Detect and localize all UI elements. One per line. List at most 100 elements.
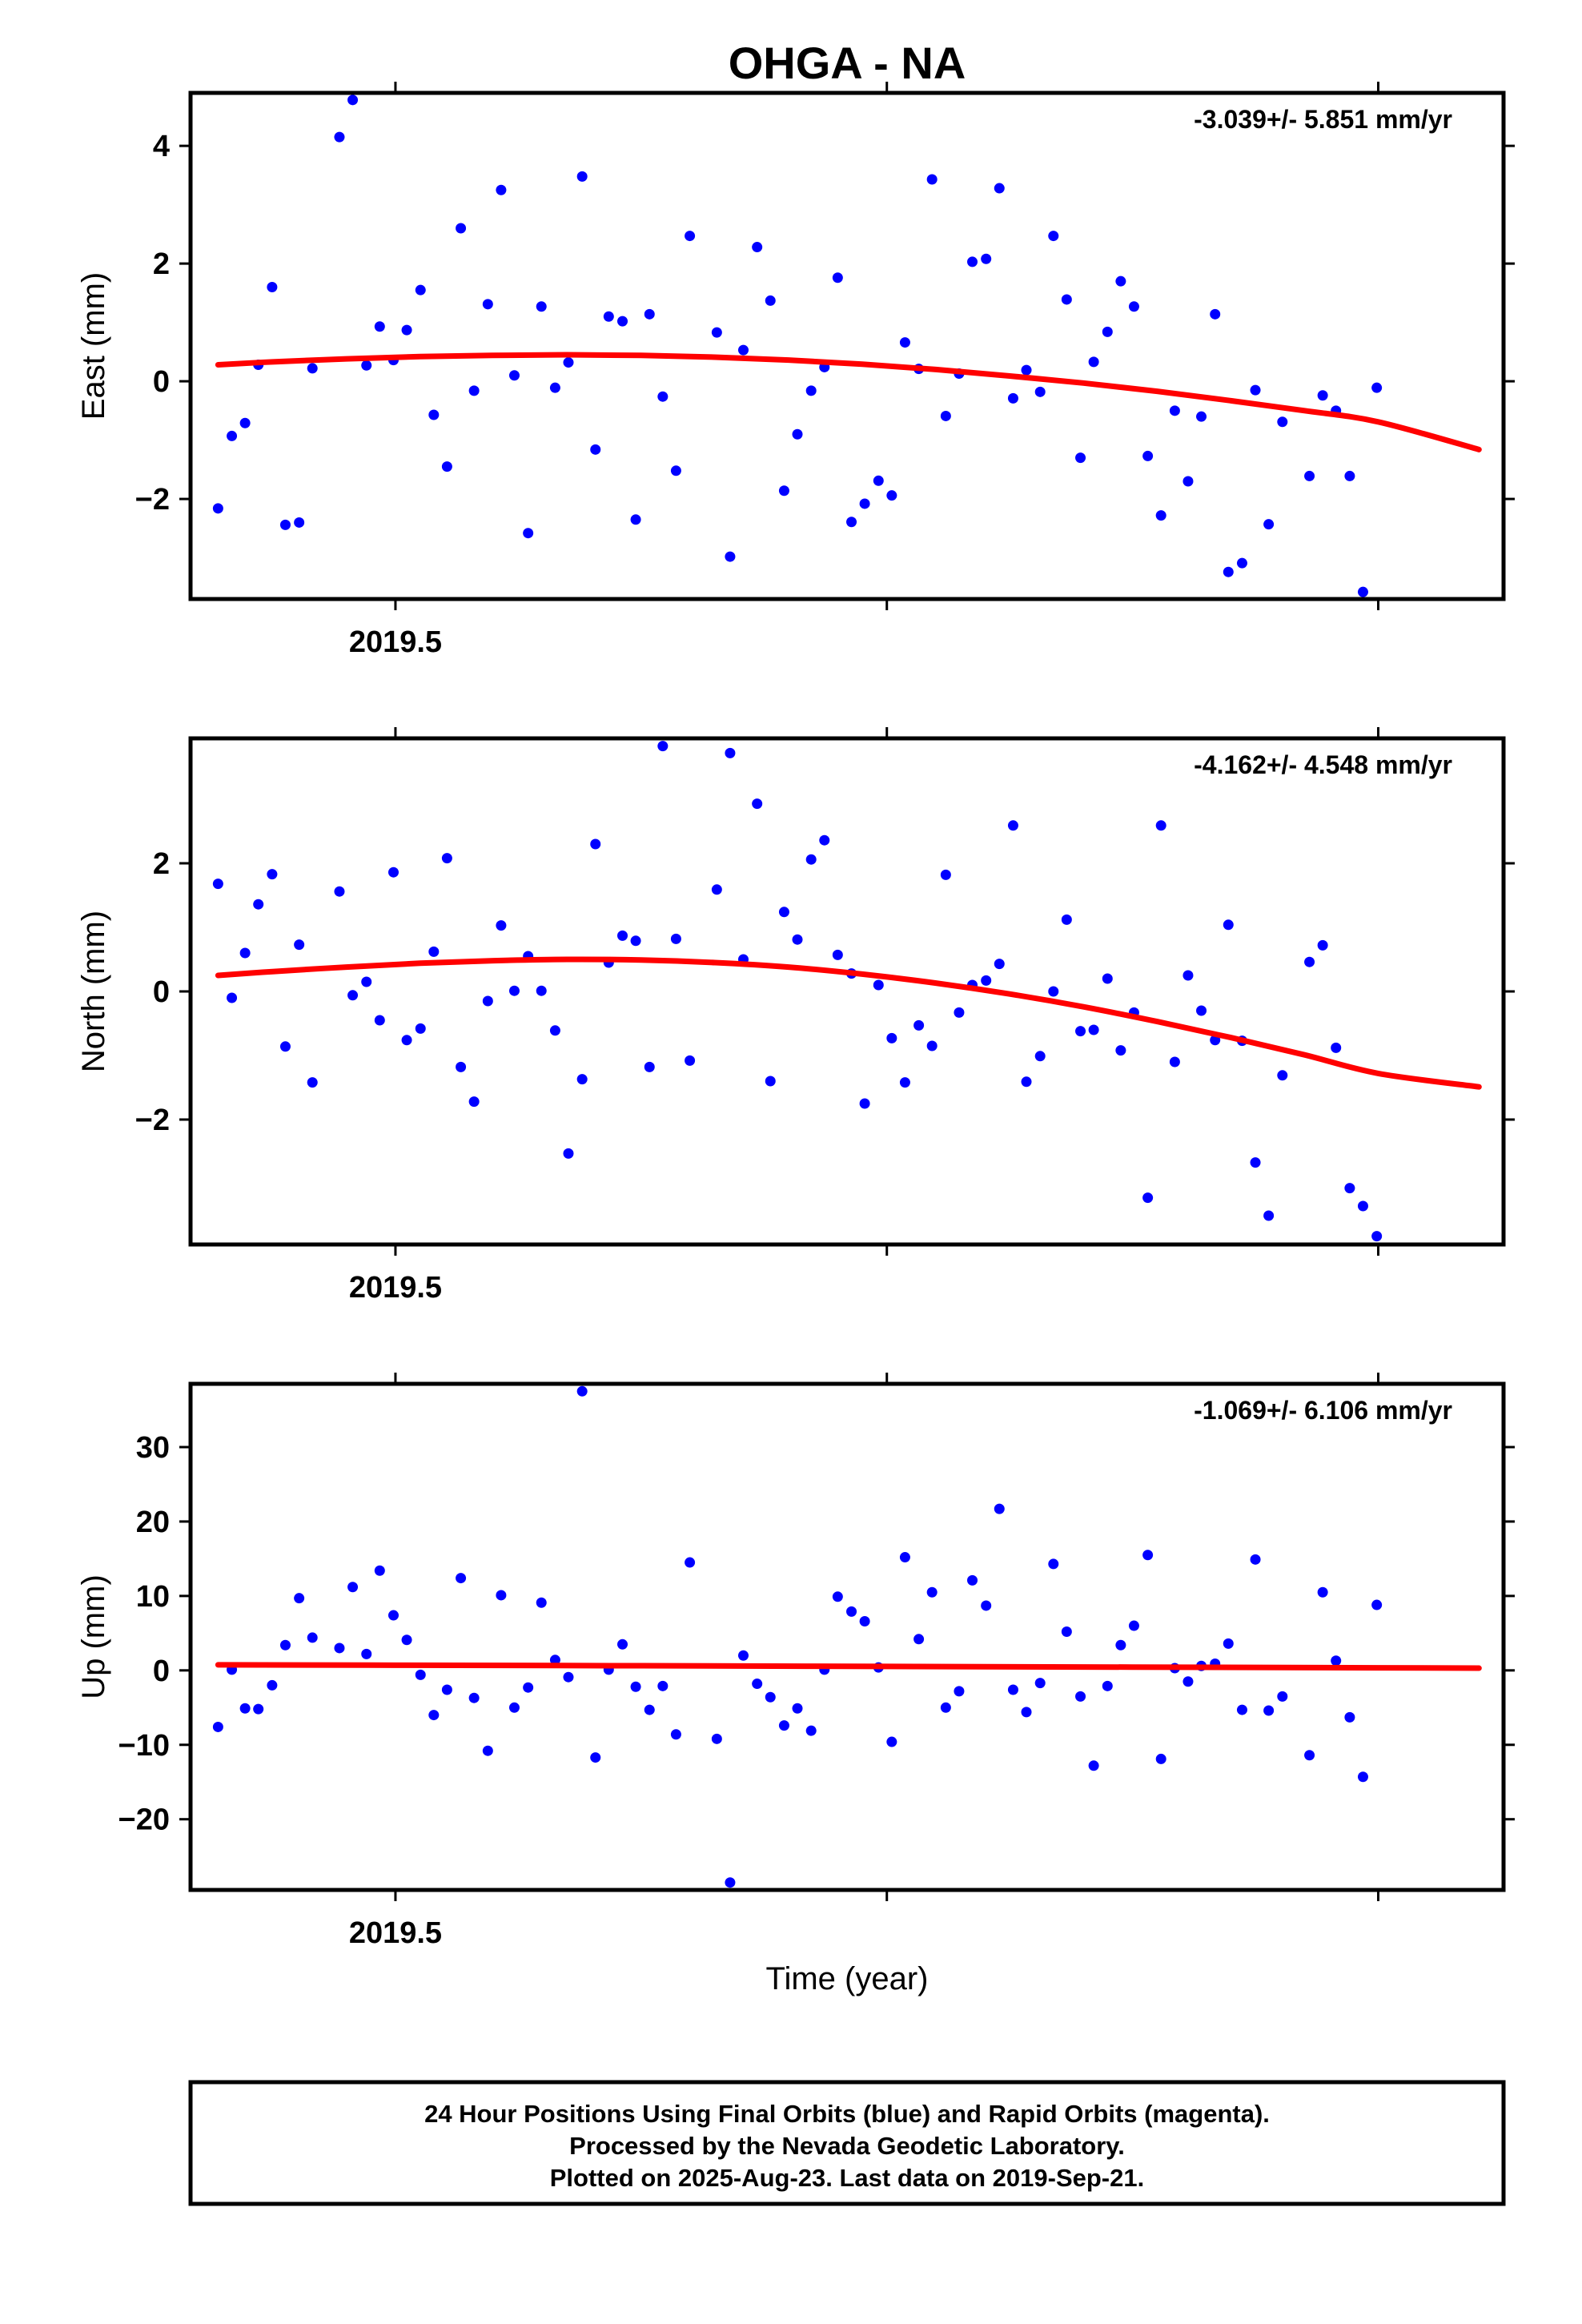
north-data-point [441,853,452,864]
east-data-point [765,295,776,306]
up-data-point [657,1680,669,1691]
east-data-point [347,94,359,106]
east-data-point [1317,390,1328,401]
up-data-point [239,1703,251,1714]
east-data-point [482,299,493,310]
east-data-point [1182,476,1194,487]
up-data-point [212,1721,223,1732]
north-data-point [401,1035,412,1046]
up-data-point [374,1565,385,1576]
east-xtick-label: 2019.5 [349,625,442,659]
north-data-point [563,1148,574,1159]
north-data-point [227,992,238,1003]
up-rate-label: -1.069+/- 6.106 mm/yr [1194,1396,1452,1425]
north-data-point [765,1076,776,1087]
x-axis-label: Time (year) [766,1961,929,1996]
chart-title: OHGA - NA [729,38,966,88]
up-data-point [1236,1704,1247,1715]
north-data-point [1277,1070,1288,1081]
north-data-point [805,854,817,865]
up-data-point [805,1725,817,1736]
east-data-point [846,517,857,528]
up-data-point [468,1692,480,1703]
east-data-point [590,444,601,455]
up-data-point [482,1745,493,1756]
up-data-point [1250,1554,1261,1565]
east-data-point [1115,275,1126,287]
east-data-point [1007,392,1018,404]
up-data-point [1142,1550,1154,1561]
east-ytick-label: −2 [135,483,170,517]
up-data-point [1277,1691,1288,1702]
north-data-point [1223,919,1234,931]
north-fit-curve [215,956,1482,1090]
up-data-point [886,1736,897,1747]
up-data-point [711,1733,722,1744]
east-panel: −2 0 2 4 2019.5 East (mm) -3.039+/- 5.851 mm/y… [76,82,1515,659]
north-data-point [212,879,223,890]
east-data-layer [212,94,1482,597]
north-data-point [549,1025,560,1036]
north-data-point [415,1023,426,1034]
east-data-point [711,327,722,338]
up-data-point [737,1650,749,1661]
east-data-point [239,417,251,428]
north-data-point [886,1032,897,1043]
up-data-point [685,1557,696,1568]
north-data-point [711,884,722,895]
north-data-point [1048,986,1059,997]
east-data-point [792,428,803,440]
up-data-point [1075,1691,1086,1702]
north-data-point [576,1074,588,1085]
east-data-point [441,461,452,472]
north-data-point [1182,970,1194,981]
east-data-point [981,253,992,264]
east-data-point [1142,450,1154,461]
up-data-point [778,1720,789,1731]
north-data-point [496,920,507,931]
north-data-point [428,946,440,957]
north-data-point [361,976,372,987]
north-data-point [940,869,951,880]
up-data-layer [212,1385,1482,1888]
north-data-point [685,1055,696,1066]
up-data-point [630,1681,641,1692]
east-data-point [1155,510,1166,521]
up-data-point [1088,1760,1099,1771]
up-data-point [617,1638,628,1650]
up-data-point [334,1642,345,1654]
north-data-point [859,1098,870,1109]
east-data-point [859,498,870,509]
east-data-point [926,174,938,185]
up-data-point [294,1593,305,1604]
east-data-point [536,301,547,312]
up-data-point [1102,1680,1113,1691]
up-data-point [1034,1678,1046,1689]
up-ytick-label: 10 [136,1580,170,1614]
east-data-point [1344,470,1355,481]
north-data-point [1371,1231,1383,1242]
north-data-point [792,934,803,945]
east-data-point [603,311,614,322]
up-data-point [899,1552,910,1563]
north-data-point [832,949,843,960]
north-data-point [1142,1192,1154,1204]
east-data-point [940,410,951,421]
east-data-point [294,517,305,528]
up-data-point [1128,1620,1139,1631]
east-data-point [401,324,412,336]
east-data-point [549,382,560,393]
north-data-point [926,1040,938,1051]
north-data-point [1317,939,1328,951]
north-data-point [899,1077,910,1088]
up-data-point [792,1703,803,1714]
east-data-point [630,514,641,525]
east-data-point [267,282,278,293]
north-data-point [456,1061,467,1072]
north-data-point [1250,1157,1261,1168]
east-rate-label: -3.039+/- 5.851 mm/yr [1194,105,1452,134]
east-data-point [778,485,789,497]
up-data-point [940,1702,951,1713]
east-data-point [1304,470,1315,481]
